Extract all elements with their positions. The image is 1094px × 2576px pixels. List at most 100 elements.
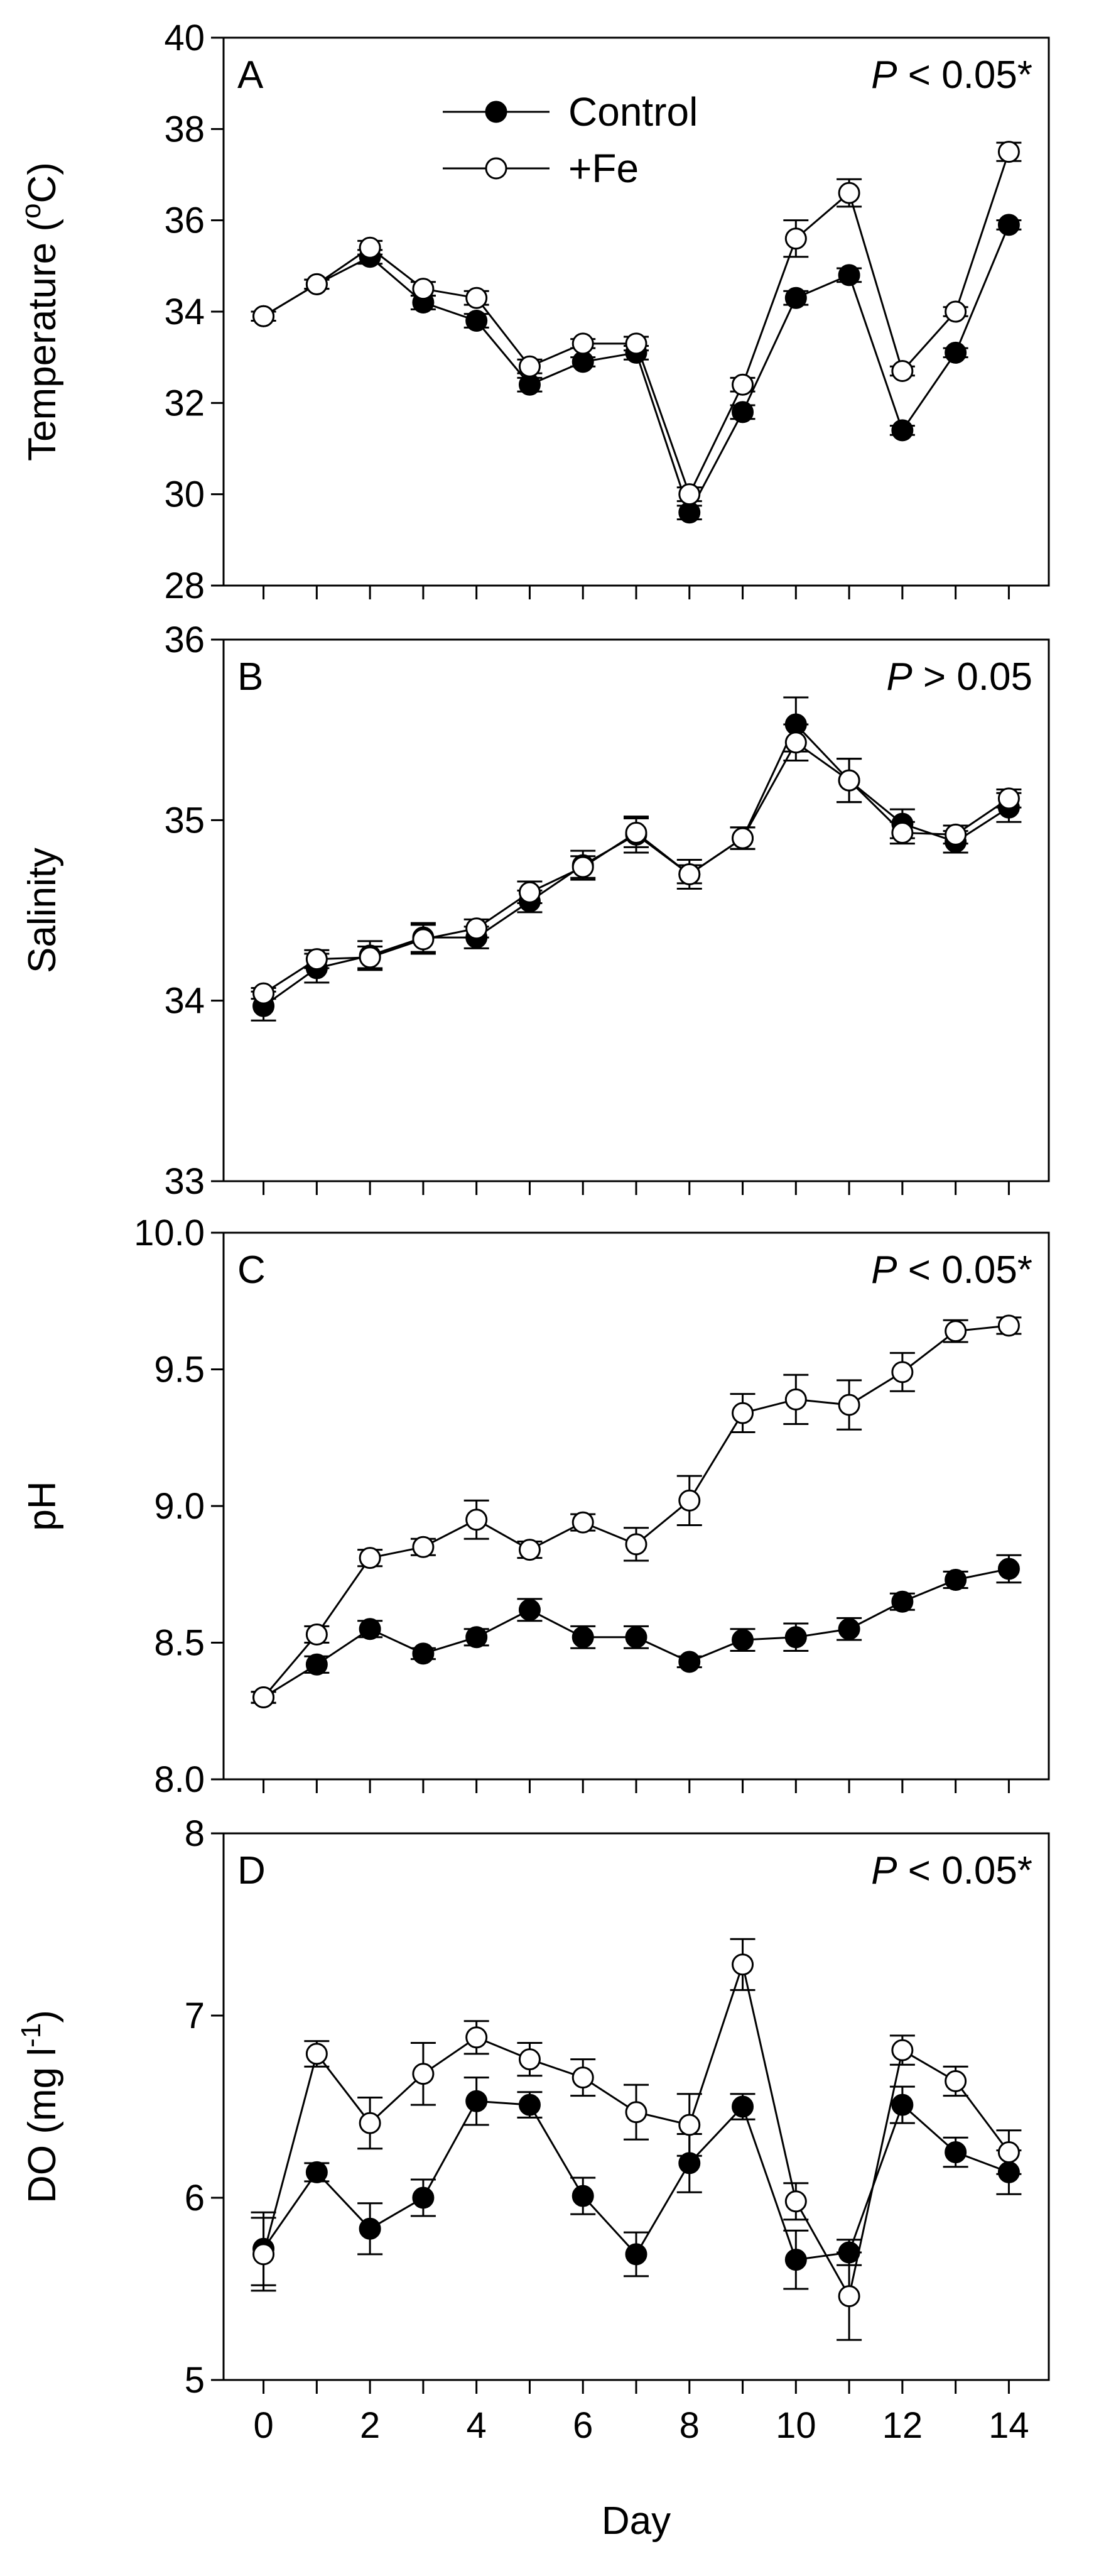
data-point bbox=[359, 946, 381, 969]
y-axis-title-unit: ) bbox=[21, 2010, 64, 2023]
data-point bbox=[625, 2101, 647, 2124]
data-point bbox=[945, 1320, 967, 1343]
data-point bbox=[465, 2026, 488, 2049]
y-tick-label: 33 bbox=[164, 1161, 205, 1202]
data-point bbox=[891, 2093, 914, 2116]
data-point bbox=[838, 1394, 860, 1416]
data-point bbox=[465, 1626, 488, 1649]
y-tick-label: 10.0 bbox=[134, 1213, 205, 1253]
x-tick-label: 12 bbox=[882, 2405, 923, 2446]
data-point bbox=[891, 1590, 914, 1613]
data-point bbox=[625, 1533, 647, 1556]
data-point bbox=[732, 2095, 754, 2118]
y-axis-title-unit: C) bbox=[21, 162, 64, 203]
y-axis-title: DO (mg l-1) bbox=[16, 2010, 64, 2203]
panel-D: 5 6 7 8 0 2 4 6 8 10 12 14 Day DO (mg l-1) D P < 0.05* bbox=[16, 1813, 1050, 2543]
data-point bbox=[518, 1598, 541, 1621]
data-point bbox=[784, 731, 807, 754]
data-point bbox=[945, 823, 967, 846]
data-point bbox=[571, 1511, 594, 1534]
y-axis-title: Salinity bbox=[21, 848, 64, 973]
y-tick-label: 6 bbox=[185, 2178, 205, 2219]
data-point bbox=[518, 1539, 541, 1561]
data-point bbox=[732, 827, 754, 849]
data-point bbox=[518, 2093, 541, 2116]
series-fe bbox=[251, 723, 1022, 1005]
data-point bbox=[678, 1489, 701, 1512]
data-point bbox=[784, 287, 807, 309]
data-point bbox=[732, 401, 754, 423]
data-point bbox=[412, 928, 435, 951]
panel-label: A bbox=[237, 53, 264, 97]
panel-B: 33 34 35 36 Salinity B P > 0.05 bbox=[21, 619, 1050, 1202]
x-tick-label: 2 bbox=[360, 2405, 380, 2446]
y-tick-label: 8.0 bbox=[154, 1759, 205, 1800]
panel-label: D bbox=[237, 1849, 266, 1892]
y-tick-label: 38 bbox=[164, 109, 205, 150]
y-tick-label: 36 bbox=[164, 200, 205, 241]
legend-item: Control bbox=[443, 89, 698, 134]
y-tick-label: 34 bbox=[164, 981, 205, 1022]
data-point bbox=[838, 264, 860, 287]
data-point bbox=[784, 2249, 807, 2271]
data-point bbox=[997, 1314, 1020, 1337]
data-point bbox=[625, 1626, 647, 1649]
data-point bbox=[465, 2090, 488, 2112]
series-fe bbox=[251, 1938, 1022, 2341]
p-value-text: > 0.05 bbox=[913, 655, 1032, 699]
data-point bbox=[891, 419, 914, 442]
data-point bbox=[678, 501, 701, 524]
data-point bbox=[571, 1626, 594, 1649]
data-point bbox=[518, 2048, 541, 2071]
data-point bbox=[838, 769, 860, 792]
data-point bbox=[625, 2243, 647, 2266]
series-fe bbox=[251, 141, 1022, 506]
data-point bbox=[784, 227, 807, 250]
data-point bbox=[784, 2190, 807, 2213]
data-point bbox=[838, 182, 860, 204]
data-point bbox=[412, 2063, 435, 2085]
p-symbol: P bbox=[871, 53, 897, 97]
p-symbol: P bbox=[871, 1248, 897, 1292]
data-point bbox=[465, 287, 488, 309]
data-point bbox=[305, 2161, 328, 2183]
y-tick-label: 8.5 bbox=[154, 1623, 205, 1664]
legend: Control +Fe bbox=[443, 89, 698, 191]
data-point bbox=[571, 856, 594, 878]
x-tick-label: 10 bbox=[776, 2405, 816, 2446]
data-point bbox=[678, 2114, 701, 2136]
panel-frame bbox=[222, 638, 1050, 1182]
legend-item: +Fe bbox=[443, 146, 639, 191]
x-tick-label: 6 bbox=[573, 2405, 593, 2446]
data-point bbox=[784, 1626, 807, 1649]
series-control bbox=[251, 1554, 1022, 1708]
p-symbol: P bbox=[886, 655, 912, 699]
y-tick-label: 35 bbox=[164, 800, 205, 841]
data-point bbox=[997, 214, 1020, 236]
y-axis-title: pH bbox=[21, 1481, 64, 1531]
data-point bbox=[305, 273, 328, 295]
data-point bbox=[518, 881, 541, 903]
data-point bbox=[997, 787, 1020, 810]
data-point bbox=[945, 2070, 967, 2092]
y-tick-label: 40 bbox=[164, 18, 205, 58]
series-control bbox=[251, 696, 1022, 1022]
y-axis-title-main: DO (mg l bbox=[21, 2048, 64, 2203]
y-tick-label: 8 bbox=[185, 1813, 205, 1854]
y-axis-title-sup: o bbox=[16, 204, 46, 219]
data-point bbox=[465, 310, 488, 332]
data-point bbox=[945, 341, 967, 364]
data-point bbox=[945, 1568, 967, 1591]
data-point bbox=[465, 1509, 488, 1531]
data-point bbox=[359, 2217, 381, 2240]
legend-marker bbox=[485, 157, 507, 180]
p-value: P < 0.05* bbox=[871, 53, 1032, 97]
data-point bbox=[305, 2043, 328, 2065]
data-point bbox=[305, 948, 328, 971]
data-point bbox=[732, 1629, 754, 1651]
series-line bbox=[263, 151, 1010, 497]
data-point bbox=[678, 863, 701, 886]
y-tick-label: 5 bbox=[185, 2360, 205, 2401]
